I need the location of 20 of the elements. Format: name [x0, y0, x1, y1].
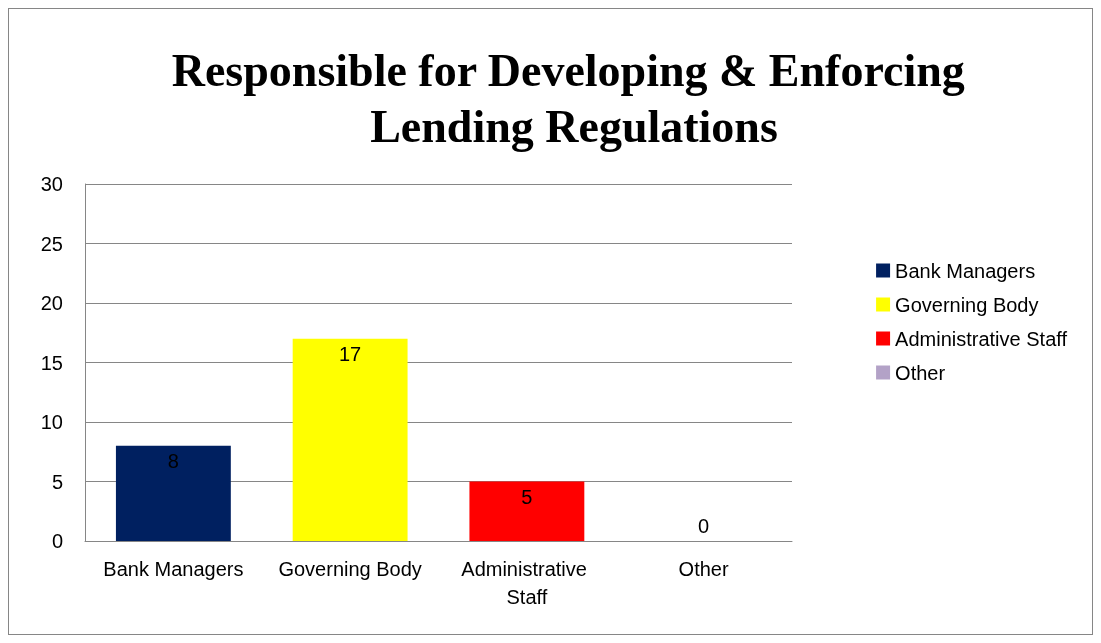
- data-label: 17: [339, 342, 362, 365]
- y-tick-label: 15: [40, 351, 63, 374]
- x-tick-label: Governing Body: [278, 558, 422, 580]
- legend-label: Bank Managers: [895, 259, 1036, 282]
- y-tick-label: 20: [40, 292, 63, 314]
- chart-title: Responsible for Developing & Enforcing Lending Regulations: [171, 44, 977, 152]
- y-tick-label: 10: [40, 411, 63, 433]
- data-label: 5: [521, 485, 533, 508]
- data-label: 0: [698, 515, 710, 537]
- x-tick-label: Bank Managers: [103, 558, 244, 580]
- legend-label: Administrative Staff: [895, 327, 1068, 350]
- y-tick-label: 30: [40, 173, 63, 195]
- legend-label: Other: [895, 361, 946, 384]
- y-tick-label: 0: [51, 530, 63, 552]
- y-tick-label: 5: [51, 470, 63, 493]
- x-tick-label: Administrative Staff: [461, 558, 593, 608]
- y-tick-label: 25: [40, 232, 63, 255]
- data-label: 8: [167, 449, 179, 472]
- legend-label: Governing Body: [895, 293, 1039, 316]
- x-tick-label: Other: [678, 558, 729, 580]
